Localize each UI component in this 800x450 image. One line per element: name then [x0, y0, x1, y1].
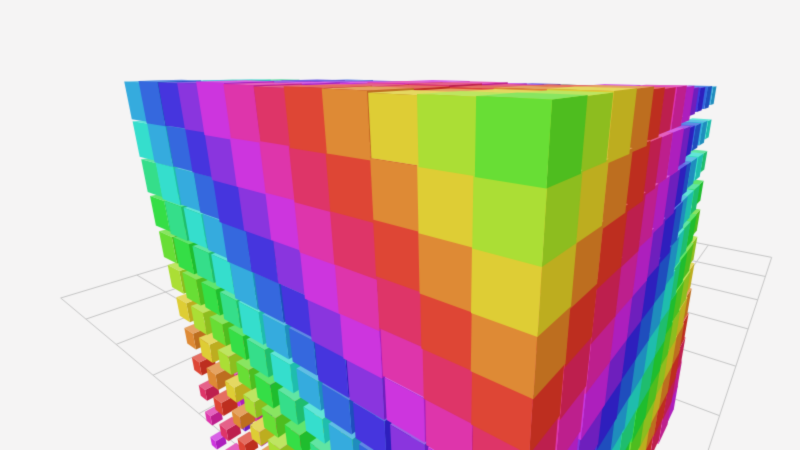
scene-canvas[interactable] [0, 0, 800, 450]
webgl-viewport [0, 0, 800, 450]
